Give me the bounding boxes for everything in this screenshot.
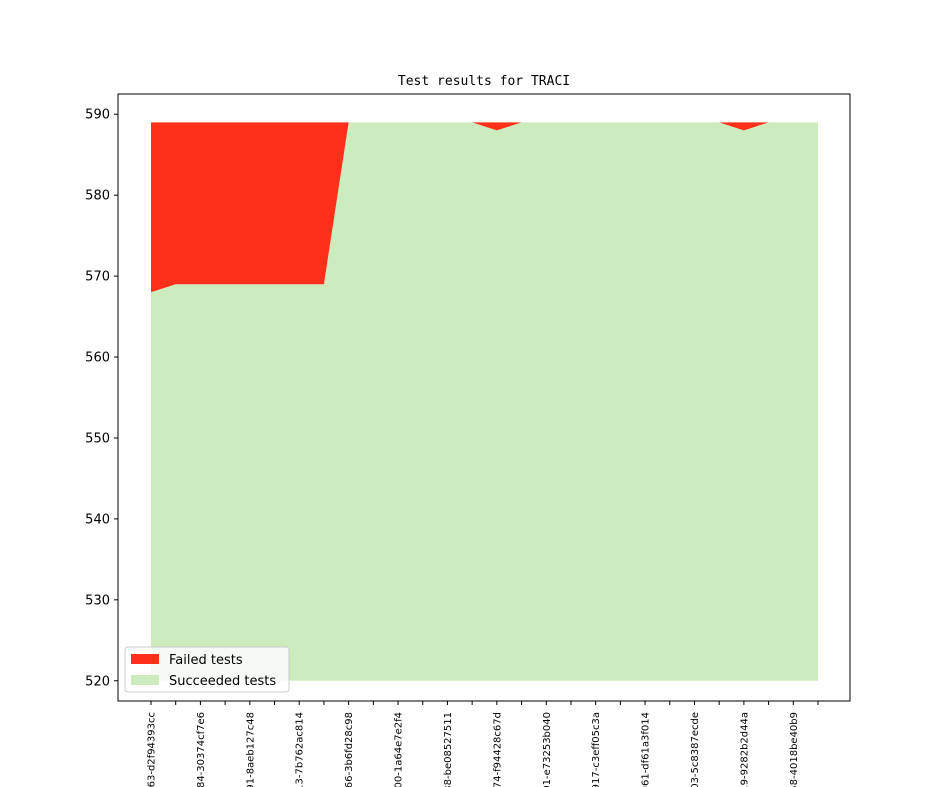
- x-tick-label: 03-5c8387ecde: [690, 712, 701, 787]
- legend-swatch-succeeded: [131, 675, 159, 685]
- x-tick-label: 84-30374cf7e6: [196, 712, 207, 787]
- area-failed-tests: [151, 122, 818, 293]
- x-tick-label: 91-8aeb127c48: [245, 712, 256, 787]
- x-tick-label: 19-9282b2d44a: [739, 712, 750, 787]
- y-tick-label: 520: [85, 674, 110, 689]
- chart-title: Test results for TRACI: [398, 74, 570, 89]
- x-tick-label: 766-3b6fd28c98: [344, 712, 355, 787]
- y-tick-label: 590: [85, 108, 110, 123]
- x-tick-label: 061-df61a3f014: [641, 712, 652, 787]
- legend-swatch-failed: [131, 654, 159, 664]
- legend-box: [124, 646, 290, 693]
- y-tick-label: 540: [85, 512, 110, 527]
- area-succeeded-tests: [151, 122, 818, 681]
- x-tick-label: 00-1a64e7e2f4: [394, 712, 405, 787]
- y-axis: 520 530 540 550 560 570 580 590: [85, 108, 118, 689]
- x-axis: 563-d2f94393cc 84-30374cf7e6 91-8aeb127c48…: [147, 701, 819, 787]
- legend-label-failed: Failed tests: [169, 653, 243, 668]
- x-tick-label: 563-d2f94393cc: [147, 712, 158, 787]
- y-tick-label: 550: [85, 431, 110, 446]
- y-tick-label: 530: [85, 593, 110, 608]
- y-tick-label: 560: [85, 351, 110, 366]
- legend-label-succeeded: Succeeded tests: [169, 674, 276, 689]
- x-tick-label: 58-4018be40b9: [789, 712, 800, 787]
- y-tick-label: 580: [85, 189, 110, 204]
- x-tick-label: 38-be08527511: [443, 712, 454, 787]
- x-tick-label: 13-7b762ac814: [295, 712, 306, 787]
- x-tick-label: 01-e73253b040: [542, 712, 553, 787]
- plot-frame: [117, 93, 851, 702]
- plot-areas: [151, 122, 818, 681]
- y-tick-label: 570: [85, 270, 110, 285]
- legend: Failed tests Succeeded tests: [124, 646, 290, 693]
- x-tick-label: 74-f94428c67d: [492, 712, 503, 787]
- x-tick-label: 917-c3eff05c3a: [591, 712, 602, 787]
